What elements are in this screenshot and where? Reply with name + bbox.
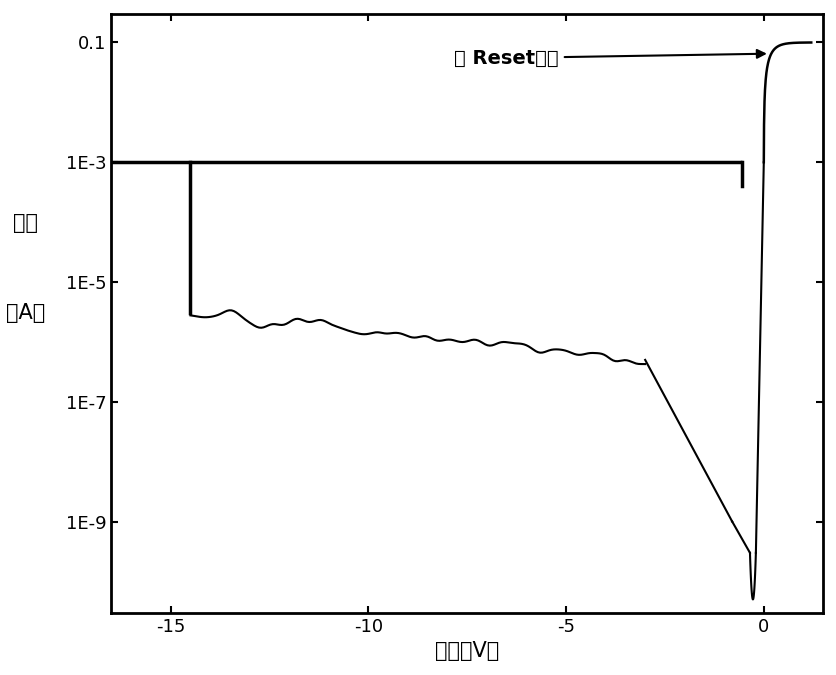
X-axis label: 电压（V）: 电压（V）	[435, 641, 499, 661]
Text: 电流: 电流	[13, 213, 38, 234]
Text: 无 Reset过程: 无 Reset过程	[454, 49, 764, 68]
Text: （A）: （A）	[7, 303, 45, 323]
